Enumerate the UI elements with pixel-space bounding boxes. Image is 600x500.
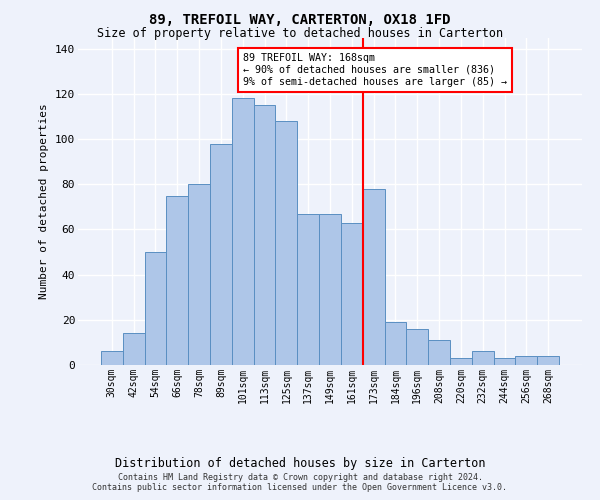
Bar <box>406 329 428 365</box>
Bar <box>494 358 515 365</box>
Y-axis label: Number of detached properties: Number of detached properties <box>40 104 49 299</box>
Bar <box>341 222 363 365</box>
Text: 89, TREFOIL WAY, CARTERTON, OX18 1FD: 89, TREFOIL WAY, CARTERTON, OX18 1FD <box>149 12 451 26</box>
Bar <box>385 322 406 365</box>
Bar <box>450 358 472 365</box>
Bar <box>123 334 145 365</box>
Text: 89 TREFOIL WAY: 168sqm
← 90% of detached houses are smaller (836)
9% of semi-det: 89 TREFOIL WAY: 168sqm ← 90% of detached… <box>243 54 507 86</box>
Bar <box>275 121 297 365</box>
Bar <box>254 106 275 365</box>
Bar <box>515 356 537 365</box>
Bar <box>188 184 210 365</box>
Bar <box>472 352 494 365</box>
Bar <box>145 252 166 365</box>
Bar <box>363 189 385 365</box>
Bar <box>537 356 559 365</box>
Bar <box>319 214 341 365</box>
Text: Size of property relative to detached houses in Carterton: Size of property relative to detached ho… <box>97 28 503 40</box>
Bar <box>232 98 254 365</box>
Bar <box>101 352 123 365</box>
Bar <box>210 144 232 365</box>
Bar <box>297 214 319 365</box>
Bar <box>166 196 188 365</box>
Bar <box>428 340 450 365</box>
Text: Distribution of detached houses by size in Carterton: Distribution of detached houses by size … <box>115 458 485 470</box>
Text: Contains HM Land Registry data © Crown copyright and database right 2024.
Contai: Contains HM Land Registry data © Crown c… <box>92 473 508 492</box>
